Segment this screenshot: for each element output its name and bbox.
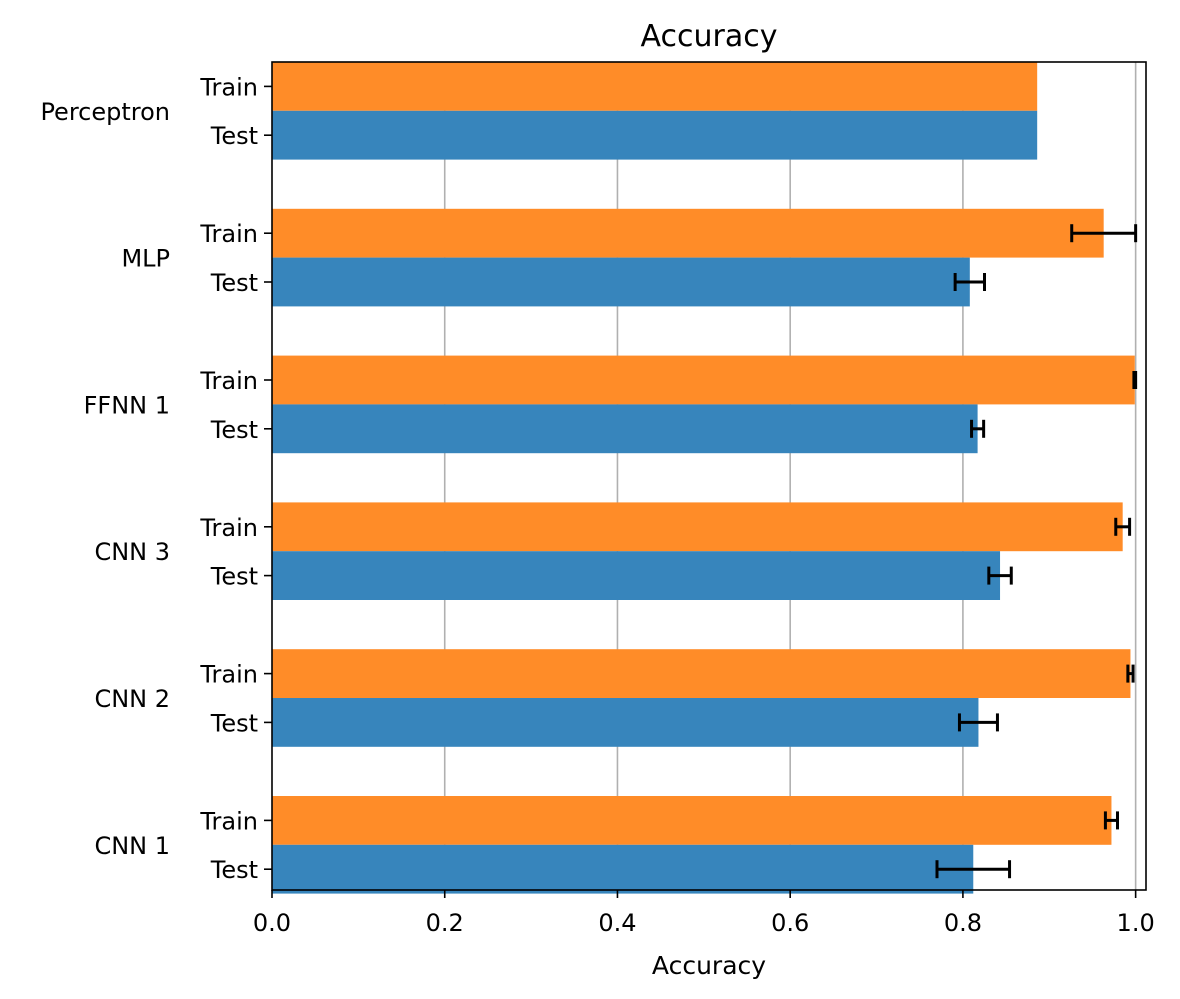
y-tick-label-test: Test	[210, 563, 258, 591]
y-tick-label-train: Train	[199, 661, 258, 689]
y-tick-label-test: Test	[210, 269, 258, 297]
y-tick-label-test: Test	[210, 416, 258, 444]
y-tick-label-test: Test	[210, 856, 258, 884]
model-label: MLP	[121, 245, 170, 273]
model-label: CNN 1	[94, 832, 170, 860]
model-label: Perceptron	[40, 98, 170, 126]
bar-test	[272, 404, 978, 454]
model-label: CNN 2	[94, 685, 170, 713]
x-tick-label: 0.6	[771, 909, 809, 937]
plot-frame	[271, 61, 1147, 891]
model-label: FFNN 1	[84, 391, 170, 419]
y-tick-label-train: Train	[199, 807, 258, 835]
bar-test	[272, 110, 1038, 160]
bar-train	[272, 796, 1112, 845]
bar-test	[272, 551, 1001, 600]
y-tick-label-test: Test	[210, 709, 258, 737]
x-tick-label: 0.2	[426, 909, 464, 937]
chart-title: Accuracy	[641, 19, 778, 54]
bar-test	[272, 844, 974, 894]
error-bars	[935, 224, 1138, 879]
bar-train	[272, 502, 1123, 552]
y-tick-label-train: Train	[199, 220, 258, 248]
x-tick-label: 0.8	[944, 909, 982, 937]
bar-train	[272, 649, 1131, 698]
bar-test	[272, 257, 970, 307]
y-tick-label-test: Test	[210, 122, 258, 150]
x-axis-label: Accuracy	[652, 951, 766, 980]
y-tick-label-train: Train	[199, 367, 258, 395]
x-tick-label: 0.0	[253, 909, 291, 937]
bars	[272, 62, 1135, 894]
bar-test	[272, 698, 979, 747]
x-axis-ticks: 0.0 0.2 0.4 0.6 0.8 1.0	[253, 890, 1155, 937]
x-tick-label: 0.4	[598, 909, 636, 937]
y-tick-label-train: Train	[199, 73, 258, 101]
bar-train	[272, 62, 1038, 111]
grid-lines	[443, 62, 1137, 890]
x-tick-label: 1.0	[1117, 909, 1155, 937]
bar-train	[272, 355, 1135, 405]
bar-train	[272, 208, 1104, 258]
y-tick-label-train: Train	[199, 514, 258, 542]
y-axis-ticks: Train Test Perceptron Train Test MLP Train Test…	[40, 73, 272, 884]
model-label: CNN 3	[94, 538, 170, 566]
